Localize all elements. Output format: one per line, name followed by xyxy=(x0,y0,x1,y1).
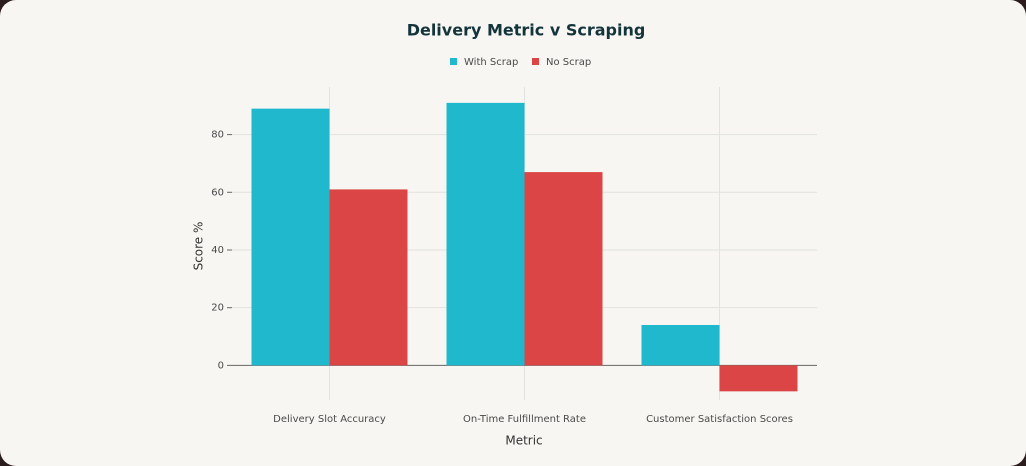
y-tick-label: 0 xyxy=(218,360,224,371)
bar xyxy=(641,324,720,366)
legend-swatch xyxy=(450,58,457,65)
chart-title: Delivery Metric v Scraping xyxy=(407,21,646,40)
bar xyxy=(446,102,525,366)
bar xyxy=(524,172,603,366)
x-tick-label: Delivery Slot Accuracy xyxy=(273,414,386,425)
y-tick-label: 80 xyxy=(211,130,224,141)
y-tick-label: 20 xyxy=(211,303,224,314)
x-tick-label: On-Time Fulfillment Rate xyxy=(463,414,586,425)
bar xyxy=(329,189,408,366)
y-tick-label: 60 xyxy=(211,187,224,198)
y-axis-title: Score % xyxy=(192,222,206,271)
legend-label: With Scrap xyxy=(464,57,518,68)
legend-swatch xyxy=(532,58,539,65)
legend-label: No Scrap xyxy=(546,57,591,68)
bar xyxy=(719,365,798,392)
x-axis-title: Metric xyxy=(505,434,542,448)
y-tick-label: 40 xyxy=(211,245,224,256)
bar xyxy=(251,108,330,366)
x-tick-label: Customer Satisfaction Scores xyxy=(646,414,793,425)
